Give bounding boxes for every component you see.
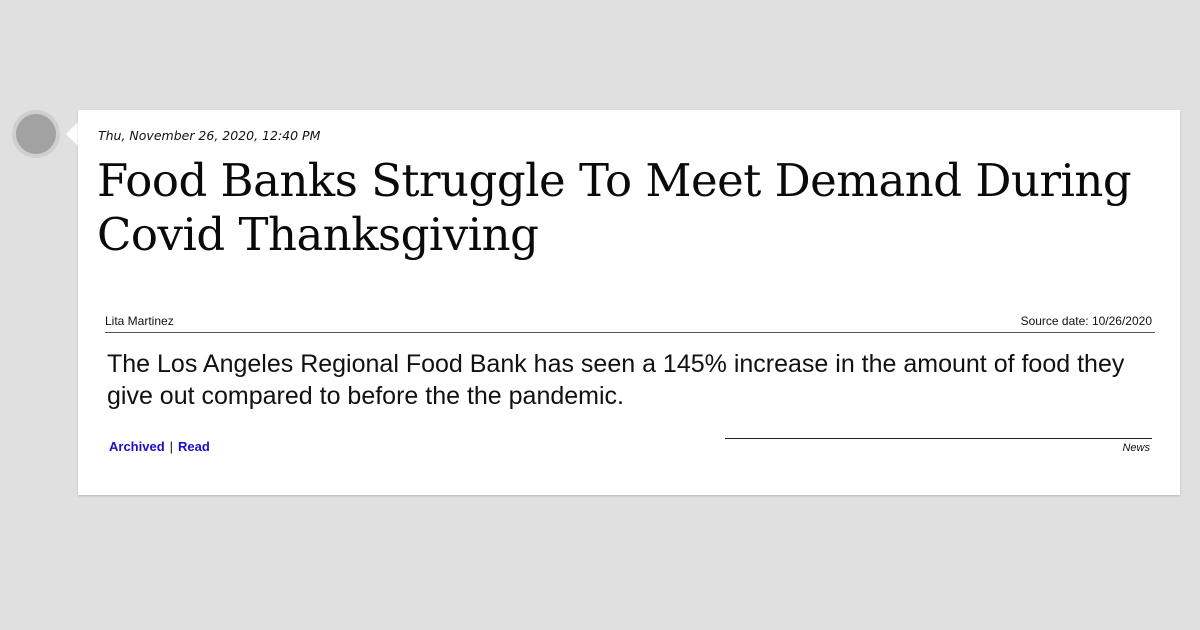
news-card: Thu, November 26, 2020, 12:40 PM Food Ba… bbox=[78, 110, 1180, 495]
card-pointer bbox=[66, 122, 78, 146]
avatar[interactable] bbox=[12, 110, 60, 158]
category-divider bbox=[725, 438, 1152, 439]
article-links: Archived | Read bbox=[109, 439, 210, 454]
article-summary: The Los Angeles Regional Food Bank has s… bbox=[107, 350, 1125, 410]
headline: Food Banks Struggle To Meet Demand Durin… bbox=[97, 154, 1132, 261]
author-name: Lita Martinez bbox=[105, 314, 174, 328]
category-label: News bbox=[1122, 442, 1150, 454]
read-link[interactable]: Read bbox=[178, 439, 210, 454]
avatar-placeholder-icon bbox=[16, 114, 56, 154]
source-date: Source date: 10/26/2020 bbox=[1020, 314, 1152, 328]
meta-row: Lita Martinez Source date: 10/26/2020 bbox=[105, 314, 1155, 333]
archived-link[interactable]: Archived bbox=[109, 439, 165, 454]
post-timestamp: Thu, November 26, 2020, 12:40 PM bbox=[98, 128, 321, 143]
link-separator: | bbox=[169, 439, 174, 454]
